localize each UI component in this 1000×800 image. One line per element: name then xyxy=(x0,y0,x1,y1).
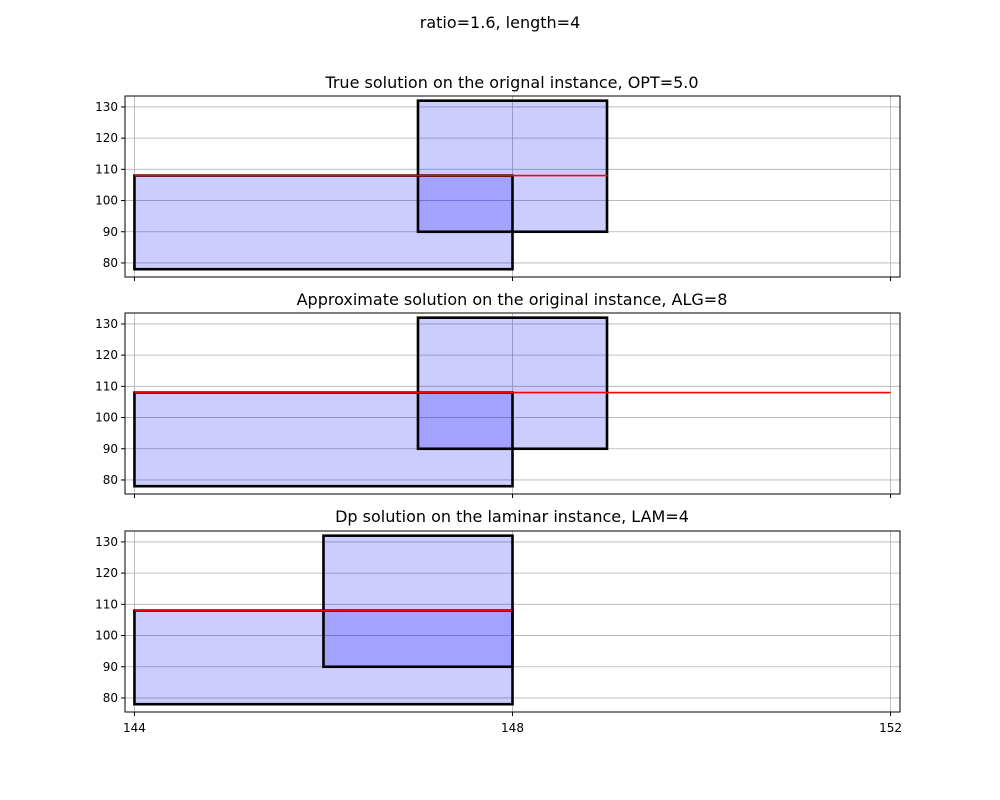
y-tick-label: 100 xyxy=(95,629,118,643)
y-tick-label: 130 xyxy=(95,100,118,114)
y-tick-label: 80 xyxy=(103,256,118,270)
y-tick-label: 90 xyxy=(103,225,118,239)
y-tick-label: 110 xyxy=(95,597,118,611)
subplot-title: Approximate solution on the original ins… xyxy=(297,290,728,309)
y-tick-label: 90 xyxy=(103,442,118,456)
subplot-dp-solution: Dp solution on the laminar instance, LAM… xyxy=(95,507,902,735)
y-tick-label: 120 xyxy=(95,131,118,145)
y-tick-label: 100 xyxy=(95,194,118,208)
y-tick-label: 80 xyxy=(103,691,118,705)
y-tick-label: 110 xyxy=(95,379,118,393)
subplot-true-solution: True solution on the orignal instance, O… xyxy=(95,73,901,281)
x-tick-label: 144 xyxy=(123,721,146,735)
y-tick-label: 100 xyxy=(95,411,118,425)
subplot-title: Dp solution on the laminar instance, LAM… xyxy=(335,507,689,526)
x-tick-label: 148 xyxy=(501,721,524,735)
interval-rectangle xyxy=(322,535,513,668)
x-tick-label: 152 xyxy=(879,721,902,735)
y-tick-label: 90 xyxy=(103,660,118,674)
y-tick-label: 120 xyxy=(95,348,118,362)
selected-rectangle-outline xyxy=(322,534,514,669)
figure-suptitle: ratio=1.6, length=4 xyxy=(420,13,581,32)
y-tick-label: 120 xyxy=(95,566,118,580)
y-tick-label: 80 xyxy=(103,473,118,487)
subplot-approximate-solution: Approximate solution on the original ins… xyxy=(95,290,901,498)
y-tick-label: 130 xyxy=(95,317,118,331)
y-tick-label: 130 xyxy=(95,535,118,549)
selected-rectangle-outline xyxy=(416,99,609,234)
y-tick-label: 110 xyxy=(95,162,118,176)
subplot-title: True solution on the orignal instance, O… xyxy=(324,73,698,92)
selected-rectangle-outline xyxy=(416,316,609,451)
